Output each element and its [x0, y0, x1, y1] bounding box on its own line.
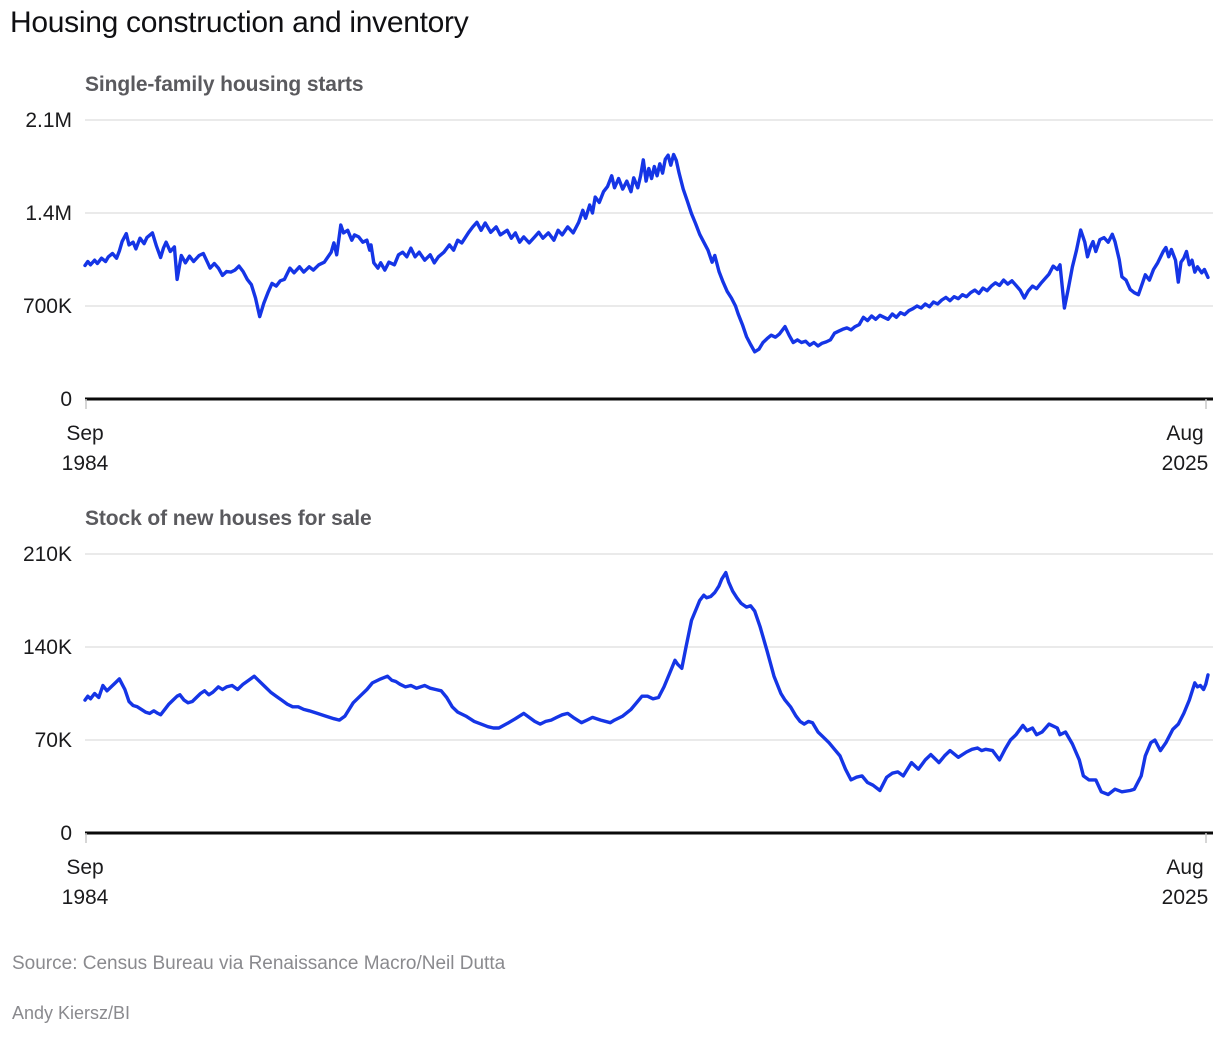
author-credit: Andy Kiersz/BI — [12, 1003, 131, 1023]
y-tick-label: 0 — [60, 388, 72, 410]
chart1-x-tick-start: Sep 1984 — [61, 422, 109, 475]
chart1-plot-area: 2.1M 1.4M 700K 0 — [23, 110, 1213, 410]
chart2-plot-area: 210K 140K 70K 0 — [23, 544, 1213, 844]
data-line-series — [83, 152, 1210, 354]
y-tick-label: 140K — [23, 636, 72, 659]
y-tick-label: 70K — [35, 729, 72, 752]
y-tick-label: 0 — [60, 822, 72, 844]
chart1-title: Single-family housing starts — [85, 73, 364, 96]
chart1-x-tick-end: Aug 2025 — [1161, 422, 1209, 475]
chart2-x-axis-labels: Sep 1984 Aug 2025 — [0, 853, 1220, 919]
y-tick-label: 210K — [23, 544, 72, 566]
data-line-series — [83, 570, 1210, 797]
y-tick-label: 2.1M — [25, 110, 72, 132]
page-title: Housing construction and inventory — [10, 6, 469, 39]
y-tick-label: 1.4M — [25, 202, 72, 225]
source-credit: Source: Census Bureau via Renaissance Ma… — [12, 953, 506, 974]
chart2-x-tick-start: Sep 1984 — [61, 856, 109, 909]
y-tick-label: 700K — [23, 295, 72, 318]
chart1-x-axis-labels: Sep 1984 Aug 2025 — [0, 419, 1220, 485]
chart2-title: Stock of new houses for sale — [85, 507, 372, 530]
chart2-x-tick-end: Aug 2025 — [1161, 856, 1209, 909]
